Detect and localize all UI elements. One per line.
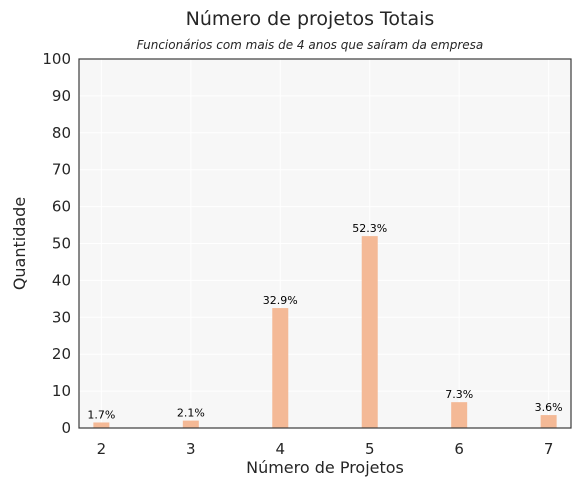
x-tick-label: 2 bbox=[97, 440, 107, 458]
bar bbox=[93, 422, 110, 428]
y-tick-label: 10 bbox=[52, 382, 71, 400]
y-tick-label: 90 bbox=[52, 87, 71, 105]
y-axis-label: Quantidade bbox=[10, 197, 29, 290]
data-label: 3.6% bbox=[535, 401, 563, 414]
y-tick-label: 60 bbox=[52, 198, 71, 216]
x-tick-label: 3 bbox=[186, 440, 196, 458]
data-label: 52.3% bbox=[352, 222, 387, 235]
bar bbox=[361, 236, 378, 428]
data-label: 2.1% bbox=[177, 407, 205, 420]
x-tick-label: 4 bbox=[275, 440, 285, 458]
y-tick-label: 80 bbox=[52, 124, 71, 142]
x-tick-label: 7 bbox=[544, 440, 554, 458]
chart-subtitle: Funcionários com mais de 4 anos que saír… bbox=[136, 38, 484, 52]
y-tick-label: 50 bbox=[52, 235, 71, 253]
y-tick-label: 0 bbox=[61, 419, 71, 437]
data-label: 7.3% bbox=[445, 388, 473, 401]
data-label: 1.7% bbox=[87, 408, 115, 421]
y-tick-label: 20 bbox=[52, 345, 71, 363]
bar bbox=[272, 308, 289, 428]
bar bbox=[540, 415, 557, 428]
plot-frame bbox=[78, 58, 572, 429]
x-tick-label: 5 bbox=[365, 440, 375, 458]
x-axis-label: Número de Projetos bbox=[246, 458, 404, 477]
x-tick-label: 6 bbox=[454, 440, 464, 458]
data-label: 32.9% bbox=[263, 294, 298, 307]
y-tick-label: 30 bbox=[52, 308, 71, 326]
y-tick-label: 40 bbox=[52, 271, 71, 289]
chart-title: Número de projetos Totais bbox=[185, 8, 435, 30]
y-tick-label: 100 bbox=[42, 50, 71, 68]
bar bbox=[451, 402, 468, 428]
bar bbox=[182, 420, 199, 428]
y-tick-label: 70 bbox=[52, 161, 71, 179]
